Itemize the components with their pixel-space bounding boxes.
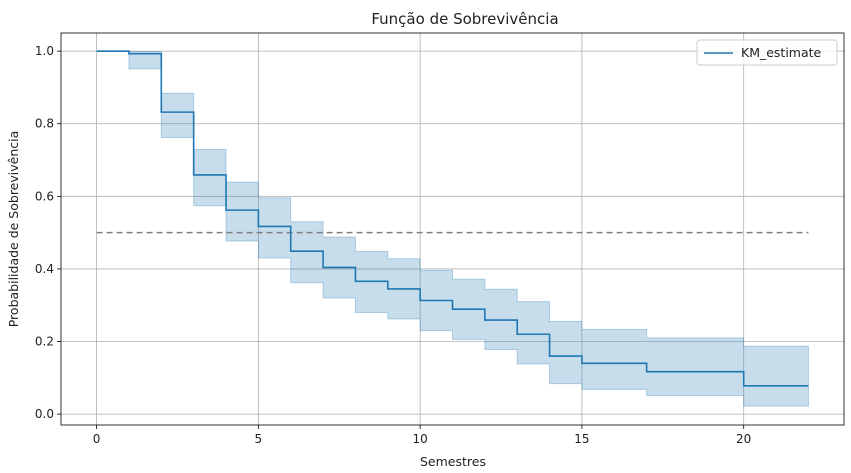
- x-tick-label: 5: [255, 432, 263, 446]
- y-tick-label: 0.4: [35, 262, 54, 276]
- x-tick-label: 20: [736, 432, 751, 446]
- ci-band: [96, 50, 809, 407]
- y-tick-label: 1.0: [35, 44, 54, 58]
- y-tick-label: 0.8: [35, 117, 54, 131]
- legend-label: KM_estimate: [741, 45, 822, 60]
- confidence-interval-band: [96, 50, 809, 407]
- x-tick-label: 10: [413, 432, 428, 446]
- x-axis-label: Semestres: [420, 454, 486, 469]
- plot-frame: [60, 32, 845, 426]
- y-axis-label: Probabilidade de Sobrevivência: [6, 131, 21, 328]
- axis-ticks: 0 5 10 15 20 0.0 0.2 0.4 0.6 0.8 1.0: [35, 44, 751, 446]
- x-tick-label: 0: [93, 432, 101, 446]
- y-tick-label: 0.2: [35, 335, 54, 349]
- km-line-group: [96, 50, 809, 387]
- grid: [61, 33, 844, 425]
- km-line: [96, 50, 809, 387]
- y-tick-label: 0.6: [35, 189, 54, 203]
- legend-box: [696, 39, 838, 66]
- chart-title: Função de Sobrevivência: [371, 10, 558, 28]
- legend: KM_estimate: [696, 39, 838, 66]
- y-tick-label: 0.0: [35, 407, 54, 421]
- x-tick-label: 15: [574, 432, 589, 446]
